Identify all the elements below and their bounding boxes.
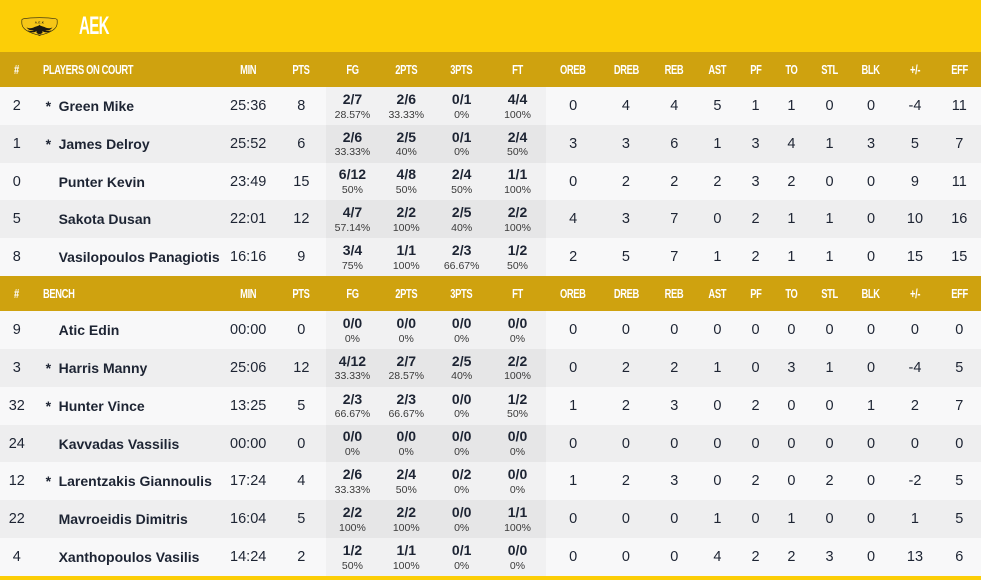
svg-text:A.E.K: A.E.K [35,20,45,24]
